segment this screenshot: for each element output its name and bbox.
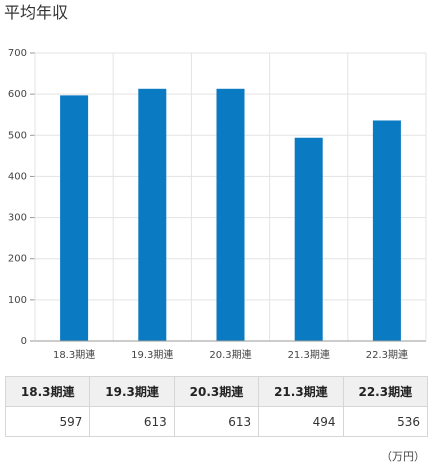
y-tick-label: 600 <box>8 89 27 100</box>
bar <box>294 137 323 341</box>
y-tick-label: 0 <box>21 336 27 347</box>
x-tick-label: 22.3期連 <box>366 348 408 361</box>
table-header-cell: 18.3期連 <box>4 376 91 407</box>
bar <box>372 120 401 341</box>
table-cell: 613 <box>173 406 260 437</box>
x-tick-label: 19.3期連 <box>131 348 173 361</box>
table-header-row: 18.3期連 19.3期連 20.3期連 21.3期連 22.3期連 <box>4 376 429 407</box>
x-tick-label: 20.3期連 <box>209 348 251 361</box>
y-tick-label: 200 <box>8 254 27 265</box>
bar <box>60 95 89 342</box>
y-tick-label: 500 <box>8 130 27 141</box>
x-tick-label: 18.3期連 <box>53 348 95 361</box>
x-tick-label: 21.3期連 <box>288 348 330 361</box>
table-cell: 613 <box>89 406 175 437</box>
y-tick-label: 300 <box>8 213 27 224</box>
bar <box>216 88 245 341</box>
table-cell: 597 <box>4 406 91 437</box>
table-header-cell: 22.3期連 <box>342 376 429 407</box>
y-tick-label: 700 <box>8 48 27 59</box>
y-tick-label: 100 <box>8 295 27 306</box>
y-tick-label: 400 <box>8 171 27 182</box>
bar-chart: 0 100 200 300 400 500 600 700 18.3期連 19.3期連 20.3期連… <box>8 48 427 361</box>
unit-label: （万円） <box>381 450 425 463</box>
table-header-cell: 20.3期連 <box>173 376 260 407</box>
table-header-cell: 21.3期連 <box>258 376 344 407</box>
table-header-cell: 19.3期連 <box>89 376 175 407</box>
data-table: 18.3期連 19.3期連 20.3期連 21.3期連 22.3期連 597 6… <box>4 376 429 437</box>
chart-title: 平均年収 <box>4 3 69 22</box>
bar <box>138 88 167 341</box>
table-cell: 536 <box>342 406 429 437</box>
table-row: 597 613 613 494 536 <box>4 406 429 437</box>
table-cell: 494 <box>258 406 344 437</box>
